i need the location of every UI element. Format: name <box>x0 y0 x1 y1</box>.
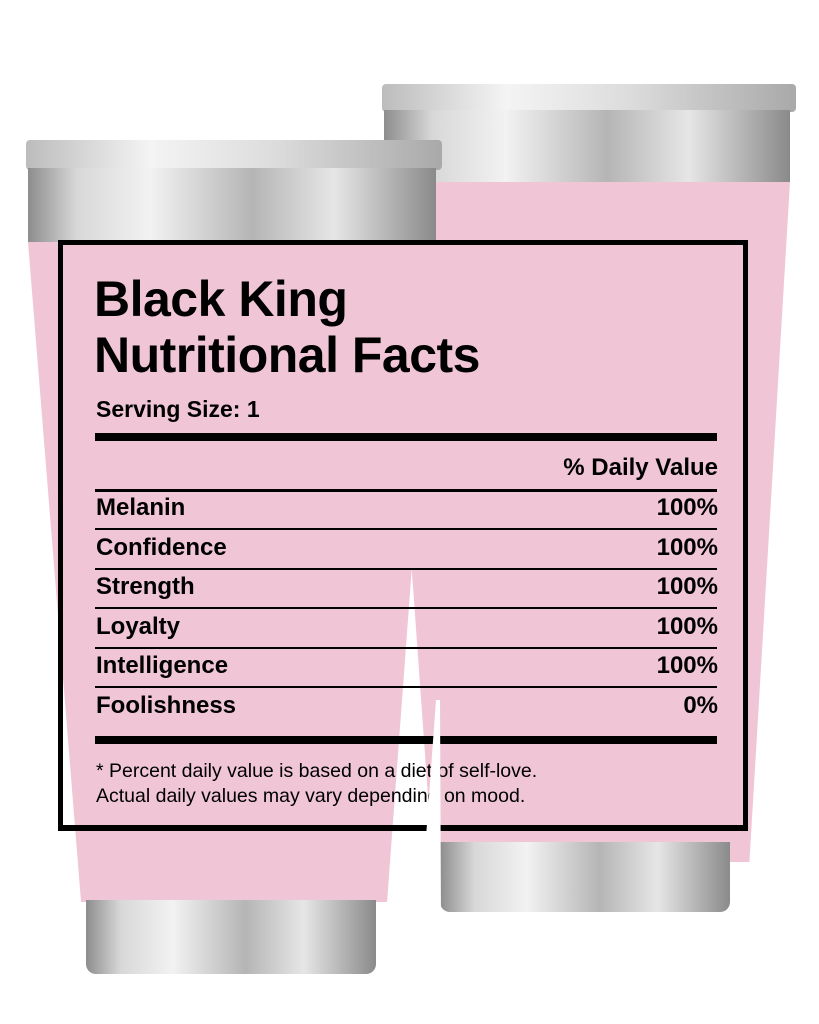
serving-size: Serving Size: 1 <box>96 396 260 422</box>
divider <box>95 489 717 492</box>
divider-thick <box>95 433 717 441</box>
nutrient-name: Foolishness <box>96 692 237 719</box>
divider-thick-bottom <box>58 825 748 831</box>
nutrient-value: 100% <box>656 652 718 680</box>
nutrient-value: 100% <box>656 494 718 521</box>
nutrient-name: Strength <box>96 573 195 601</box>
nutrient-name: Intelligence <box>96 652 229 680</box>
front-lid-top <box>26 140 442 170</box>
daily-value-header: % Daily Value <box>563 454 718 481</box>
title-line-1: Black King <box>94 271 348 327</box>
back-lid-top <box>382 84 796 112</box>
title-line-2: Nutritional Facts <box>94 327 480 383</box>
nutrient-value: 0% <box>683 692 718 719</box>
nutrient-name: Loyalty <box>96 612 181 640</box>
back-body <box>384 182 790 862</box>
front-body <box>28 242 436 902</box>
footnote-line-2: Actual daily values may vary depending o… <box>96 785 526 807</box>
nutrition-label: Black King Nutritional Facts Serving Siz… <box>58 240 748 831</box>
nutrient-value: 100% <box>656 573 718 601</box>
front-lid-rim <box>28 168 436 242</box>
row-divider <box>95 686 717 689</box>
nutrient-name: Melanin <box>96 494 186 521</box>
back-base <box>440 842 730 912</box>
row-divider <box>95 567 717 570</box>
divider-thick <box>95 736 717 744</box>
nutrient-value: 100% <box>656 533 718 561</box>
row-divider <box>95 646 717 649</box>
row-divider <box>95 528 717 530</box>
nutrient-value: 100% <box>656 612 718 640</box>
footnote-line-1: * Percent daily value is based on a diet… <box>96 760 538 782</box>
front-base <box>86 900 376 974</box>
row-divider <box>95 607 717 610</box>
label-border <box>58 240 748 827</box>
nutrient-name: Confidence <box>96 533 227 561</box>
back-lid-rim <box>384 110 790 182</box>
